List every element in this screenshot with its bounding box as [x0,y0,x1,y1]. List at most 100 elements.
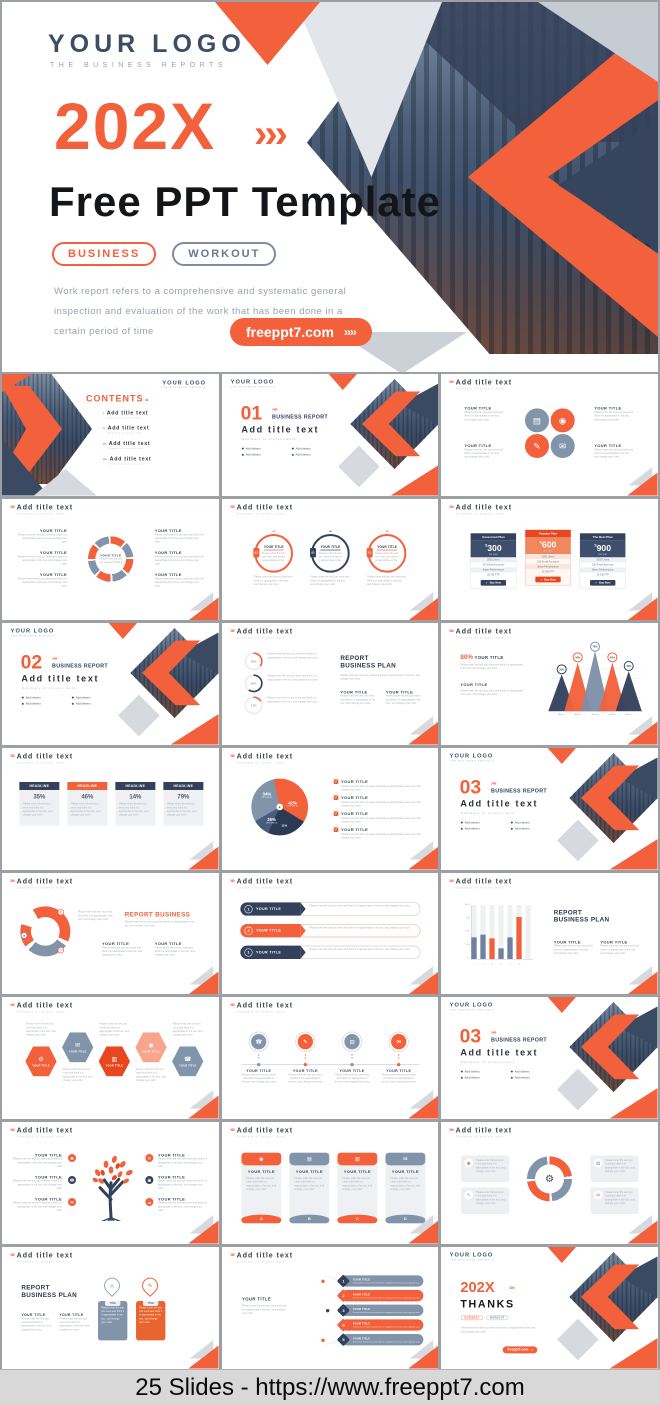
document-icon: ▤ [289,1152,330,1166]
price-period: per year [544,549,553,553]
row-title: YOUR TITLE [352,1292,370,1296]
text-block: YOUR TITLE Please enter the text you need… [595,443,635,461]
slide-thumbnail-timeline[interactable]: ››› Add title text Summary of project work… [221,997,439,1120]
diamond-bullet-icon [460,1070,464,1073]
feature: 200 Email Accounts [592,563,615,567]
slide-header: ››› Add title text Summary of project work [449,877,512,889]
dot [304,1054,306,1057]
slide-thumbnail-pie-chart[interactable]: ››› Add title text Summary of project work… [221,748,439,870]
business-tag: BUSINESS [52,242,157,266]
photo-decoration [548,1246,658,1369]
section-subtitle: Summary of project work [241,437,297,441]
chevron-icon: ››› [10,877,15,885]
hex-title: YOUR TITLE [32,1064,50,1068]
timeline-line [240,1064,420,1066]
text-block: YOUR TITLE Please enter the text you need… [17,572,67,588]
slide-thumbnail-cdonut[interactable]: ››› Add title text Summary of project work… [2,872,219,995]
slide-subtitle: Summary of project work [455,511,505,515]
slide-thumbnail-hexagons[interactable]: ››› Add title text Summary of project work… [2,997,219,1120]
pin-card: TITLE Please enter the text you need and … [98,1300,128,1341]
block-title: YOUR TITLE [158,1152,186,1158]
slide-thumbnail-pins-report[interactable]: ››› Add title text Summary of project work… [2,1246,219,1369]
timeline-node: ✉ [388,1032,409,1053]
percent-value: 35% [33,793,46,801]
card-tab: TITLE [105,1300,121,1306]
card-header: HEADLINE [67,782,108,791]
banner-text-box: Please enter the text you need and think… [295,945,421,959]
slide-subtitle: Summary of project work [16,885,66,889]
slide-thumbnail-section-03b[interactable]: YOUR LOGO THE BUSINESS REPORTS 03 ›››› BU… [441,997,658,1120]
bullet-item: Add titletext [291,447,332,450]
slide-header: ››› Add title text Summary of project work [10,877,73,889]
footer-bar: 25 Slides - https://www.freeppt7.com [0,1369,660,1405]
placeholder-text: Please enter the text you need and think… [342,1176,372,1191]
price-value: 300 [487,542,503,553]
placeholder-text: Please enter the text you need and think… [266,696,318,704]
slide-thumbnail-numbered-banners[interactable]: ››› Add title text Summary of project work… [221,872,439,995]
arrow-tip [300,923,306,938]
slide-thumbnail-pricing[interactable]: ››› Add title text Summary of project work… [441,498,658,621]
bullet-item: Add titletext [21,696,62,699]
section-title: Add title text [240,424,319,435]
percent-value: 80% [460,654,474,662]
slide-header: ››› Add title text Summary of project work [230,1251,293,1263]
slide-title: Add title text [236,1126,293,1135]
list-item: › Add title text Summary of project work [103,410,152,419]
stat-row: 60% Please enter the text you need and th… [244,674,320,693]
section-number: 03 [459,776,482,798]
pie-label: 34% OPTION 01 [261,792,272,799]
slide-thumbnail-ribbon-cards[interactable]: ››› Add title text Summary of project work… [221,1122,439,1244]
placeholder-text: Please enter the text you need and think… [340,784,421,791]
slide-thumbnail-thanks[interactable]: YOUR LOGO THE BUSINESS REPORTS 202X ››› T… [441,1246,658,1369]
cover-slide[interactable]: YOUR LOGO THE BUSINESS REPORTS 202X ››› … [2,2,658,372]
slide-thumbnail-gear-ring[interactable]: ››› Add title text Summary of project work… [441,1122,658,1244]
slide-thumbnail-numbered-list[interactable]: ››› Add title text Summary of project work… [221,1246,439,1369]
bullet-label: Add titletext [295,453,311,457]
slide-thumbnail-circle-cards[interactable]: ››› Add title text Summary of project work… [221,498,439,621]
logo-text: YOUR LOGO [449,752,494,760]
slide-header: ››› Add title text Summary of project work [230,1002,293,1014]
slide-title: Add title text [455,503,513,511]
slide-thumbnail-contents[interactable]: YOUR LOGO THE BUSINESS REPORTS CONTENTS … [2,374,219,496]
site-pill[interactable]: freeppt7.com ›››› [230,318,372,346]
slide-thumbnail-donut-stats[interactable]: ››› Add title text Summary of project work… [221,623,439,746]
block-title: YOUR TITLE [34,1196,63,1202]
buy-now-button: ✓ Buy Now [535,576,562,583]
bullet-label: Add titletext [515,1076,530,1080]
timeline-dot [303,1063,307,1067]
bullet-label: Add titletext [515,827,530,831]
item-label: Add title text [107,425,150,432]
card-title: YOUR TITLE [391,1169,419,1175]
bullet-list: Add titletext Add titletext Add titletex… [460,1070,551,1080]
slide-thumbnail-bar-chart[interactable]: ››› Add title text Summary of project work… [441,872,658,995]
placeholder-text: Please enter the text you need and think… [70,802,101,817]
placeholder-text: Please enter the text you need and think… [17,532,68,543]
slide-thumbnail-section-03[interactable]: YOUR LOGO THE BUSINESS REPORTS 03 ›››› BU… [441,748,658,870]
chevron-icon: ››› [229,877,235,885]
block-title: YOUR TITLE [34,1174,63,1180]
slide-subtitle: Summary of project work [16,1010,66,1014]
placeholder-text: Please enter the text you need and think… [12,1201,63,1212]
slide-thumbnail-four-circles[interactable]: ››› Add title text Summary of project work… [441,374,658,496]
chart-plot-area: 30% 50% 70% 50% 40% [548,642,643,713]
slide-thumbnail-peaks-chart[interactable]: ››› Add title text Summary of project work… [441,623,658,746]
slide-subtitle: Summary of project work [455,885,505,889]
block-title: YOUR TITLE [385,1069,411,1074]
slide-thumbnail-section-01[interactable]: YOUR LOGO THE BUSINESS REPORTS 01 ›››› B… [221,374,439,496]
slide-thumbnail-segment-ring[interactable]: ››› Add title text Summary of project work… [2,498,219,621]
footer-caption[interactable]: 25 Slides - https://www.freeppt7.com [135,1373,525,1401]
block-title: YOUR TITLE [340,811,368,817]
text-block: YOUR TITLE Please enter the text you need… [241,1069,276,1088]
x-axis-label: 4 [501,963,503,966]
ribbon-card: ▤ YOUR TITLE Please enter the text you nee… [289,1152,330,1224]
phone-icon: ☎ [250,1034,266,1050]
chevron-icon: ››› [145,397,149,403]
text-block: YOUR TITLE Please enter the text you need… [155,550,205,566]
slide-thumbnail-headline-cards[interactable]: ››› Add title text Summary of project work… [2,748,219,870]
card-header: HEADLINE [19,782,60,791]
slide-thumbnail-tree-diagram[interactable]: ››› Add title text Summary of project work… [2,1122,219,1244]
box-icon: ▣ [145,1176,154,1185]
slide-thumbnail-section-02[interactable]: YOUR LOGO THE BUSINESS REPORTS 02 ›››› BU… [2,623,219,746]
text-block: YOUR TITLE Please enter the text you need… [155,528,205,544]
